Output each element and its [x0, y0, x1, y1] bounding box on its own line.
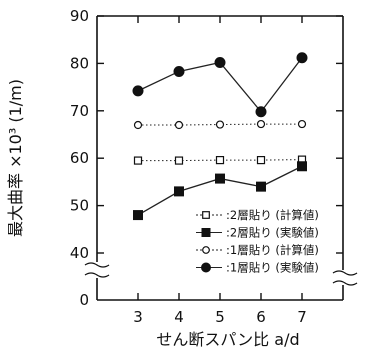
x-tick-label: 6 [256, 308, 266, 326]
marker-open-circle [202, 246, 210, 254]
legend-label: :1層貼り (計算値) [226, 243, 319, 257]
marker-open-circle [174, 120, 184, 130]
series-2 [133, 161, 307, 221]
marker-filled-circle [173, 65, 185, 77]
marker-filled-circle [296, 52, 308, 64]
marker-open-circle [256, 119, 266, 129]
x-axis-ticks: 3 4 5 6 7 [133, 16, 307, 326]
marker-open-square [174, 156, 184, 165]
x-axis-title: せん断スパン比 a/d [156, 330, 299, 349]
y-axis-ticks: 0 40 50 60 70 80 90 [70, 7, 343, 309]
marker-open-circle [215, 120, 225, 129]
series-line [138, 159, 303, 162]
legend-label: :1層貼り (実験値) [226, 261, 319, 275]
y-tick-label: 90 [70, 7, 89, 25]
axis-break-mark-left-2 [84, 272, 110, 278]
legend: :2層貼り (計算値) :2層貼り (実験値) :1層貼り (計算値) :1層貼り (… [196, 208, 319, 275]
axis-break-mark-left-1 [84, 262, 110, 268]
marker-open-square [202, 211, 210, 219]
y-tick-label: 50 [70, 197, 89, 215]
marker-open-square [256, 155, 266, 165]
legend-item-4: :1層貼り (実験値) [196, 261, 319, 275]
legend-label: :2層貼り (計算値) [226, 208, 319, 222]
y-tick-label: 60 [70, 149, 89, 167]
legend-label: :2層貼り (実験値) [226, 226, 319, 240]
x-tick-label: 7 [297, 308, 307, 326]
marker-open-circle [297, 119, 307, 129]
series-line [138, 123, 302, 126]
y-tick-label: 0 [79, 291, 89, 309]
axis-break-mark-right-1 [332, 270, 358, 276]
marker-open-circle [133, 120, 143, 130]
y-tick-label: 80 [70, 54, 89, 72]
series-4 [132, 52, 308, 118]
marker-filled-square [201, 228, 211, 237]
y-tick-label: 70 [70, 102, 89, 120]
series-group [132, 52, 308, 221]
x-tick-label: 5 [215, 308, 225, 326]
marker-filled-square [174, 186, 184, 197]
series-3 [133, 119, 307, 130]
marker-filled-square [256, 181, 266, 192]
x-tick-label: 4 [174, 308, 184, 326]
marker-filled-circle [132, 85, 144, 97]
marker-filled-circle [255, 106, 267, 118]
marker-open-square [215, 155, 225, 165]
marker-filled-circle [201, 262, 211, 273]
x-tick-label: 3 [133, 308, 143, 326]
legend-item-3: :1層貼り (計算値) [196, 243, 319, 257]
marker-filled-square [297, 161, 307, 172]
y-tick-label: 40 [70, 244, 89, 262]
axis-break-mark-right-2 [332, 280, 358, 286]
marker-open-square [133, 156, 143, 165]
legend-item-1: :2層貼り (計算値) [196, 208, 319, 222]
marker-filled-square [215, 173, 225, 184]
series-1 [133, 155, 307, 165]
marker-filled-circle [214, 56, 226, 68]
marker-filled-square [133, 210, 143, 221]
y-axis-title: 最大曲率 ×10³ (1/m) [6, 79, 25, 237]
legend-item-2: :2層貼り (実験値) [196, 226, 319, 240]
